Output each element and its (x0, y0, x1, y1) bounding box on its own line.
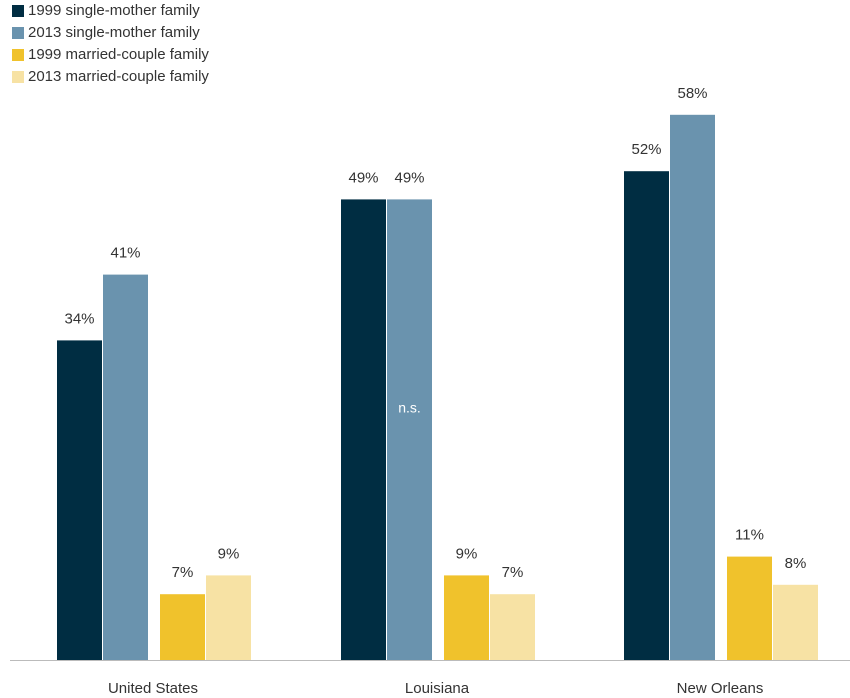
legend-swatch (12, 27, 24, 39)
value-label: 8% (785, 555, 807, 572)
legend-swatch (12, 71, 24, 83)
bar (206, 575, 251, 660)
bar (773, 584, 818, 660)
value-label: 7% (172, 564, 194, 581)
value-label: 11% (735, 527, 764, 544)
legend-label: 2013 married-couple family (28, 68, 209, 85)
bar (444, 575, 489, 660)
value-label: 7% (502, 564, 524, 581)
value-label: 9% (218, 545, 240, 562)
legend-label: 1999 single-mother family (28, 2, 200, 19)
legend-swatch (12, 5, 24, 17)
value-label: 49% (348, 169, 378, 186)
value-label: 58% (677, 85, 707, 102)
bar (670, 114, 715, 661)
value-label: 34% (64, 310, 94, 327)
x-tick-label: Louisiana (405, 680, 470, 697)
bar (160, 594, 205, 660)
value-label: 41% (110, 245, 140, 262)
bar (490, 594, 535, 660)
bar (57, 340, 102, 660)
value-label: 52% (631, 141, 661, 158)
legend-label: 2013 single-mother family (28, 24, 200, 41)
x-tick-label: New Orleans (677, 680, 764, 697)
bar (341, 199, 386, 660)
bar (624, 171, 669, 660)
value-label: 49% (394, 169, 424, 186)
bar (103, 274, 148, 660)
value-label: 9% (456, 545, 478, 562)
legend-label: 1999 married-couple family (28, 46, 209, 63)
x-tick-label: United States (108, 680, 198, 697)
bar (727, 556, 772, 660)
bar (387, 199, 432, 660)
legend-swatch (12, 49, 24, 61)
annotation: n.s. (398, 400, 421, 416)
